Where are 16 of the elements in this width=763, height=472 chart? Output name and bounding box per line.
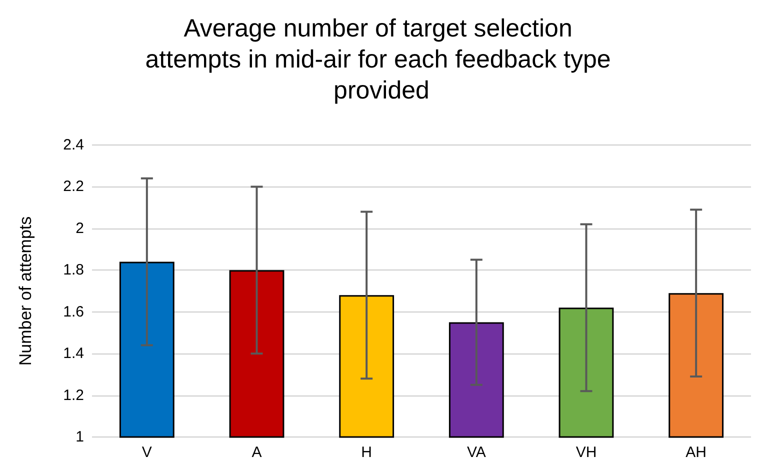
y-tick-label: 1 [76,428,84,446]
y-tick-label: 1.6 [63,303,84,320]
x-tick-label: A [252,444,262,461]
x-tick-label: H [361,444,372,461]
y-tick-label: 1.4 [63,345,84,362]
chart-title: Average number of target selection attempts in mid-air for each feedback type provided [145,14,618,104]
y-tick-label: 1.2 [63,386,84,404]
y-tick-label: 2.4 [63,136,84,154]
y-tick-label: 2 [76,220,84,237]
x-tick-label: VH [576,444,597,461]
x-tick-label: V [142,444,152,461]
y-tick-label: 1.8 [63,262,84,279]
x-tick-label: VA [466,444,486,461]
y-tick-label: 2.2 [63,178,84,196]
x-tick-label: AH [686,444,707,461]
y-axis-title: Number of attempts [16,216,35,366]
